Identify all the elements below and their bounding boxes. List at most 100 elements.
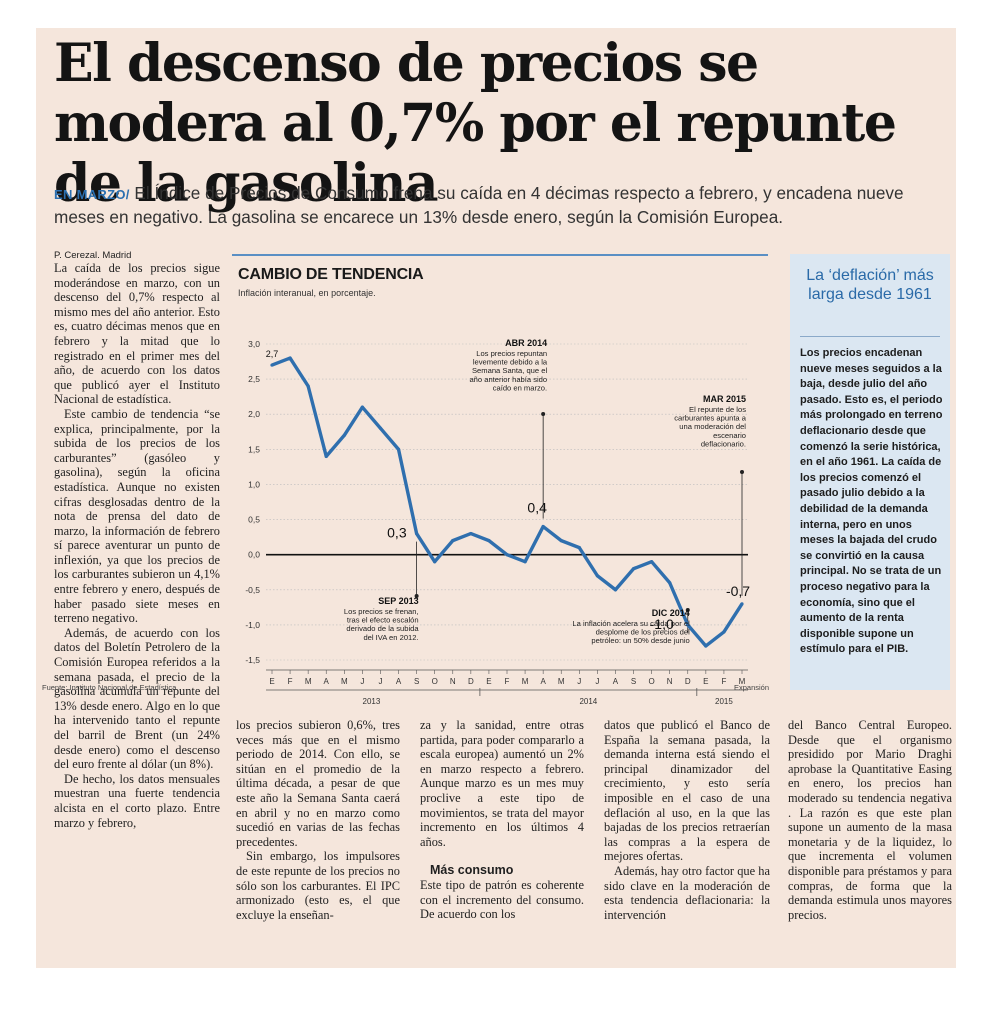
y-tick-label: 3,0 <box>248 339 260 349</box>
data-point <box>378 426 383 430</box>
annotation-title: MAR 2015 <box>703 394 746 404</box>
x-tick-label: A <box>324 677 330 686</box>
x-tick-label: J <box>360 677 364 686</box>
x-tick-label: D <box>468 677 474 686</box>
x-tick-label: J <box>595 677 599 686</box>
annotation-text: Los precios repuntan <box>476 349 547 358</box>
annotation-text: del IVA en 2012. <box>363 633 418 642</box>
x-tick-label: M <box>522 677 529 686</box>
y-tick-label: 2,0 <box>248 409 260 419</box>
chart-subtitle: Inflación interanual, en porcentaje. <box>238 288 376 298</box>
data-point <box>433 560 437 564</box>
data-point <box>704 644 708 648</box>
annotation-text: Semana Santa, que el <box>472 366 547 375</box>
paragraph: Además, de acuerdo con los datos del Bol… <box>54 625 220 772</box>
paragraph: La caída de los precios sigue moderándos… <box>54 261 220 407</box>
data-value-label: 0,4 <box>527 500 547 516</box>
inflation-series-line <box>271 356 744 648</box>
paragraph: za y la sanidad, entre otras partida, pa… <box>420 718 584 849</box>
data-point <box>469 532 473 536</box>
annotation-text: deflacionario. <box>701 439 746 448</box>
x-tick-label: N <box>667 677 673 686</box>
paragraph: los precios subieron 0,6%, tres veces má… <box>236 718 400 849</box>
x-tick-label: F <box>288 677 293 686</box>
y-tick-label: -1,0 <box>245 620 260 630</box>
annotation-title: SEP 2013 <box>378 596 418 606</box>
data-point <box>396 447 401 451</box>
data-point <box>523 560 527 564</box>
paragraph: Este cambio de tendencia “se explica, pr… <box>54 406 220 626</box>
annotation-text: escenario <box>713 431 746 440</box>
data-point <box>342 433 346 437</box>
byline: P. Cerezal. Madrid <box>54 250 132 261</box>
year-label: 2013 <box>363 697 381 704</box>
paragraph: datos que publicó el Banco de España la … <box>604 718 770 864</box>
data-point <box>686 623 690 627</box>
x-tick-label: D <box>685 677 691 686</box>
annotation-text: carburantes apunta a <box>674 414 747 423</box>
subhead-text: El Índice de Precios de Consumo frena su… <box>54 183 904 227</box>
data-point <box>324 454 328 458</box>
chart-box: 3,0 2,5 2,0 1,5 1,0 0,5 0,0 -0,5 -1,0 -1,5 E F M A M J J… <box>232 254 768 704</box>
paragraph: del Banco Central Europeo. Desde que el … <box>788 718 952 922</box>
annotation-text: caído en marzo. <box>493 383 547 392</box>
annotation-dot <box>541 412 546 416</box>
article-column-3: za y la sanidad, entre otras partida, pa… <box>420 718 584 922</box>
x-tick-label: M <box>341 677 348 686</box>
x-tick-label: M <box>558 677 565 686</box>
y-tick-label: -0,5 <box>245 585 260 595</box>
annotation-text: una moderación del <box>679 422 746 431</box>
line-chart: 3,0 2,5 2,0 1,5 1,0 0,5 0,0 -0,5 -1,0 -1,5 E F M A M J J… <box>245 338 750 704</box>
annotation-text: tras el efecto escalón <box>347 616 419 625</box>
y-tick-label: 2,5 <box>248 374 260 384</box>
paragraph: Además, hay otro factor que ha sido clav… <box>604 863 770 922</box>
data-point <box>631 567 636 571</box>
chart-credit: Expansión <box>734 683 770 692</box>
y-tick-label: 0,5 <box>248 515 260 525</box>
chart-title: CAMBIO DE TENDENCIA <box>238 266 424 283</box>
data-point <box>415 532 419 536</box>
sidebar-divider <box>800 336 940 337</box>
chart-source: Fuente: Instituto Nacional de Estadístic… <box>42 683 177 692</box>
x-tick-label: A <box>613 677 619 686</box>
data-point <box>722 630 726 634</box>
article-column-1: P. Cerezal. Madrid La caída de los preci… <box>54 250 220 830</box>
x-tick-label: O <box>432 677 438 686</box>
data-point <box>270 363 274 367</box>
y-tick-label: 0,0 <box>248 550 260 560</box>
x-tick-label: E <box>486 677 491 686</box>
sidebar-body: Los precios encadenan nueve meses seguid… <box>800 347 943 656</box>
paragraph: De hecho, los datos mensuales muestran u… <box>54 771 220 830</box>
annotation-text: levemente debido a la <box>473 358 548 367</box>
data-value-label: -1,0 <box>650 616 674 632</box>
annotation-title: ABR 2014 <box>505 338 547 348</box>
data-point <box>306 384 310 388</box>
data-point <box>541 524 545 529</box>
x-tick-label: A <box>540 677 546 686</box>
annotation-dot <box>685 608 690 612</box>
sidebar-title: La ‘deflación’ más larga desde 1961 <box>806 267 934 303</box>
x-tick-label: F <box>721 677 726 686</box>
data-point <box>288 356 292 360</box>
x-tick-label: S <box>414 677 419 686</box>
annotation-text: petróleo: un 50% desde junio <box>591 636 689 645</box>
annotation-dot <box>414 594 419 598</box>
headline: El descenso de precios se modera al 0,7%… <box>54 33 897 214</box>
article-column-5: del Banco Central Europeo. Desde que el … <box>788 718 952 922</box>
data-point <box>559 539 563 543</box>
data-point <box>613 588 618 592</box>
data-point <box>577 546 581 550</box>
newspaper-page: El descenso de precios se modera al 0,7%… <box>36 28 956 968</box>
x-tick-label: E <box>269 677 274 686</box>
year-label: 2014 <box>579 697 597 704</box>
y-tick-label: -1,5 <box>245 655 260 665</box>
paragraph: Sin embargo, los impulsores de este repu… <box>236 849 400 922</box>
annotation-text: desplome de los precios del <box>596 628 690 637</box>
data-value-label: 0,3 <box>387 525 407 541</box>
chart-top-rule <box>232 254 768 256</box>
article-column-2: los precios subieron 0,6%, tres veces má… <box>236 718 400 922</box>
x-tick-label: M <box>739 677 746 686</box>
x-tick-label: A <box>396 677 402 686</box>
annotation-text: año anterior había sido <box>469 375 547 384</box>
annotation-text: El repunte de los <box>689 405 746 414</box>
